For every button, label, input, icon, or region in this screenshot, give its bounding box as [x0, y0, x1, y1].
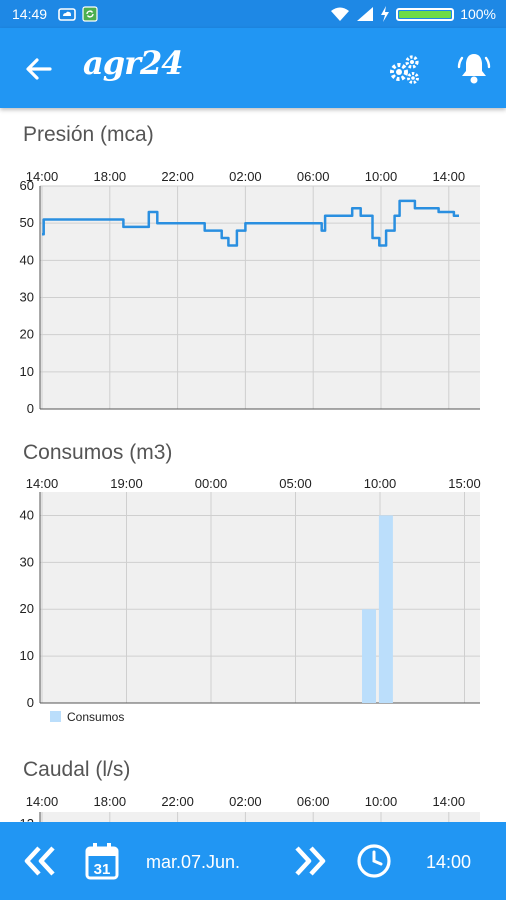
app-bar: agr24	[0, 28, 506, 108]
signal-icon	[357, 7, 374, 21]
caudal-x-tick-label: 06:00	[297, 794, 330, 809]
caudal-plot-area	[40, 812, 480, 822]
consumos-y-tick-label: 0	[27, 695, 34, 710]
consumos-x-tick-label: 15:00	[448, 476, 481, 491]
bottom-bar: 31 mar.07.Jun. 14:00	[0, 822, 506, 900]
battery-percent: 100%	[460, 6, 496, 22]
sync-icon	[82, 6, 98, 22]
double-chevron-right-icon[interactable]	[292, 844, 328, 878]
presion-x-tick-label: 10:00	[365, 169, 398, 184]
status-bar: 14:49 100%	[0, 0, 506, 28]
consumos-x-tick-label: 10:00	[364, 476, 397, 491]
consumos-bar	[362, 609, 377, 703]
caudal-chart: 14:00 18:00 22:00 02:00 06:00 10:00 14:00 12	[20, 794, 480, 822]
consumos-x-tick-label: 19:00	[110, 476, 143, 491]
presion-y-tick-label: 30	[20, 290, 34, 305]
presion-x-tick-label: 18:00	[94, 169, 127, 184]
presion-y-tick-label: 40	[20, 252, 34, 267]
consumos-y-tick-label: 10	[20, 648, 34, 663]
presion-x-tick-label: 14:00	[433, 169, 466, 184]
caudal-title: Caudal (l/s)	[23, 758, 131, 781]
caudal-x-tick-label: 14:00	[433, 794, 466, 809]
clock-icon[interactable]	[356, 843, 392, 879]
gears-icon[interactable]	[388, 52, 422, 86]
consumos-legend-label: Consumos	[67, 710, 124, 724]
status-time: 14:49	[12, 6, 48, 22]
app-logo: agr24	[83, 44, 183, 82]
charts-content[interactable]: Presión (mca) 0 10 20 30 40 50 60 14:00 18:00 22:…	[0, 108, 506, 822]
consumos-plot-area	[40, 492, 480, 703]
consumos-legend-swatch	[50, 711, 61, 722]
date-label[interactable]: mar.07.Jun.	[146, 852, 241, 872]
caudal-x-tick-label: 22:00	[161, 794, 194, 809]
presion-x-tick-label: 06:00	[297, 169, 330, 184]
consumos-x-tick-label: 05:00	[279, 476, 312, 491]
consumos-title: Consumos (m3)	[23, 441, 173, 464]
caudal-x-tick-label: 02:00	[229, 794, 262, 809]
caudal-x-tick-label: 10:00	[365, 794, 398, 809]
double-chevron-left-icon[interactable]	[22, 844, 58, 878]
presion-y-tick-label: 10	[20, 364, 34, 379]
cloud-icon	[58, 8, 76, 21]
battery-icon	[396, 7, 455, 21]
charging-icon	[381, 6, 390, 22]
presion-series-line	[42, 199, 459, 247]
presion-x-tick-label: 22:00	[161, 169, 194, 184]
calendar-icon[interactable]: 31	[85, 842, 119, 880]
consumos-x-tick-label: 14:00	[26, 476, 59, 491]
consumos-y-tick-label: 30	[20, 554, 34, 569]
consumos-y-tick-label: 40	[20, 507, 34, 522]
wifi-icon	[331, 7, 350, 21]
presion-y-tick-label: 20	[20, 327, 34, 342]
presion-y-tick-label: 0	[27, 401, 34, 416]
consumos-chart: 0 10 20 30 40 14:00 19:00 00:00 05:00 10:00 15:00 C…	[20, 476, 481, 724]
time-label[interactable]: 14:00	[426, 852, 472, 872]
caudal-x-tick-label: 14:00	[26, 794, 59, 809]
presion-x-tick-label: 02:00	[229, 169, 262, 184]
consumos-x-tick-label: 00:00	[195, 476, 228, 491]
bell-icon[interactable]	[456, 50, 492, 86]
caudal-y-tick-label: 12	[20, 816, 34, 822]
presion-x-tick-label: 14:00	[26, 169, 59, 184]
caudal-x-tick-label: 18:00	[94, 794, 127, 809]
presion-y-tick-label: 60	[20, 178, 34, 193]
consumos-bar	[378, 515, 393, 703]
presion-y-tick-label: 50	[20, 215, 34, 230]
back-arrow-icon[interactable]	[22, 52, 56, 86]
calendar-day: 31	[94, 861, 111, 878]
consumos-y-tick-label: 20	[20, 601, 34, 616]
presion-title: Presión (mca)	[23, 123, 154, 146]
